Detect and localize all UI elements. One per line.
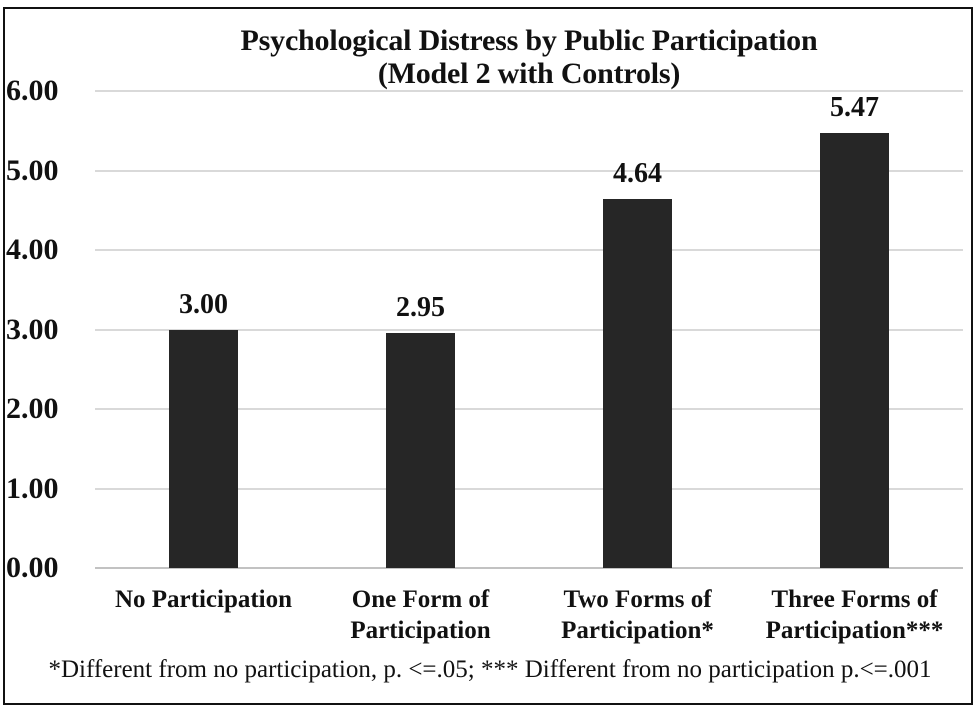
gridline [95,408,963,410]
category-label: No Participation [114,586,293,613]
bar [603,199,672,568]
x-axis-baseline [95,567,963,569]
chart-title-line1: Psychological Distress by Public Partici… [240,24,818,57]
gridline [95,90,963,92]
bar-value-label: 3.00 [179,288,228,320]
y-tick-label: 6.00 [6,74,59,107]
chart-title: Psychological Distress by Public Partici… [95,24,963,90]
chart-title-line2: (Model 2 with Controls) [377,57,681,90]
category-label: One Form of Participation [350,586,491,644]
bar [386,333,455,568]
gridline [95,249,963,251]
footnote: *Different from no participation, p. <=.… [48,656,932,683]
gridline [95,169,963,172]
bar-value-label: 2.95 [396,292,445,324]
category-label: Two Forms of Participation* [561,586,714,644]
y-tick-label: 4.00 [6,233,59,266]
gridline [95,487,963,490]
category-label: Three Forms of Participation*** [765,586,944,644]
y-tick-label: 5.00 [6,153,59,187]
bar-value-label: 5.47 [830,92,879,124]
bar-value-label: 4.64 [613,158,662,190]
y-tick-label: 2.00 [6,392,59,425]
bar [820,133,889,568]
y-tick-label: 0.00 [6,551,59,584]
bar [169,329,238,568]
gridline [95,328,963,331]
y-tick-label: 1.00 [6,471,59,505]
y-tick-label: 3.00 [6,312,59,346]
